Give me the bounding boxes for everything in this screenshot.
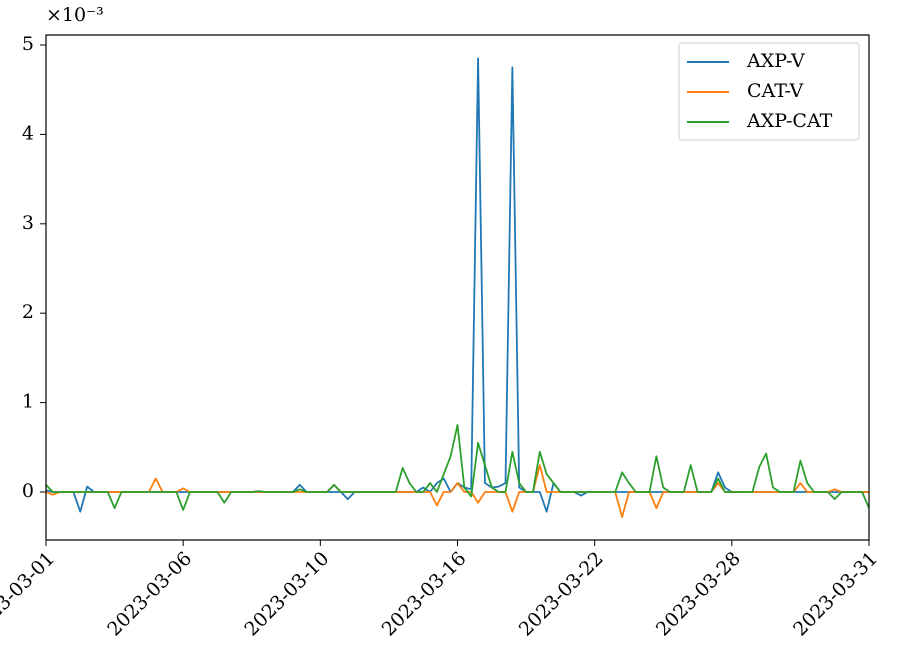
legend-label: AXP-CAT (746, 110, 833, 132)
y-offset-label: ×10⁻³ (46, 4, 104, 26)
y-tick-label: 2 (22, 301, 34, 323)
plot-frame (45, 34, 870, 541)
y-tick-label: 0 (22, 480, 34, 502)
legend-box (678, 42, 860, 141)
series-line (46, 424, 869, 511)
legend-label: CAT-V (747, 80, 803, 102)
x-tick-label: 2023-03-31 (789, 548, 882, 641)
legend-label: AXP-V (746, 50, 805, 72)
y-tick-label: 1 (22, 391, 34, 413)
x-tick-label: 2023-03-01 (0, 548, 59, 641)
x-tick-label: 2023-03-06 (103, 548, 196, 641)
x-tick-label: 2023-03-22 (515, 548, 608, 641)
y-tick-label: 5 (22, 33, 34, 55)
x-tick-label: 2023-03-28 (652, 548, 745, 641)
y-tick-label: 4 (22, 122, 34, 144)
x-tick-label: 2023-03-10 (240, 548, 333, 641)
y-tick-label: 3 (22, 212, 34, 234)
x-tick-label: 2023-03-16 (378, 548, 471, 641)
